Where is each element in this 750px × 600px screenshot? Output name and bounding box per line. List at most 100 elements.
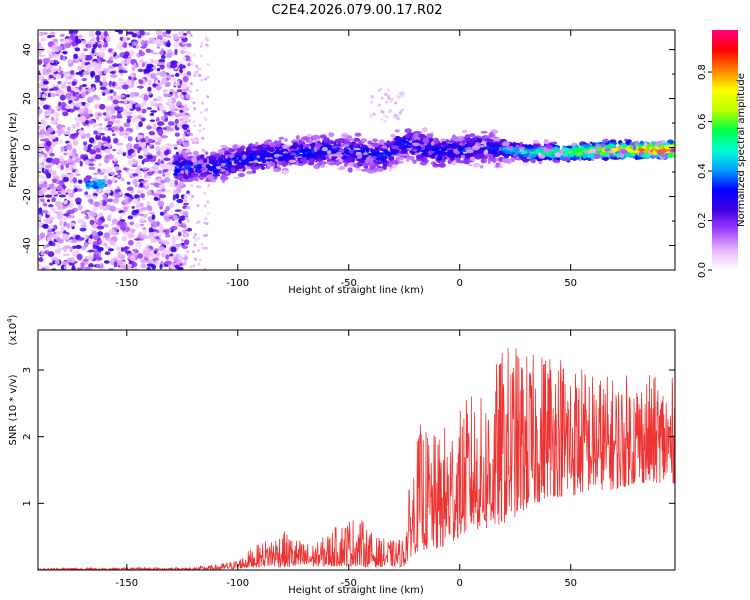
heatmap-cell — [369, 114, 373, 118]
heatmap-cell — [69, 70, 75, 75]
heatmap-cell — [131, 81, 135, 88]
heatmap-cell — [71, 81, 77, 86]
heatmap-cell — [62, 185, 67, 189]
heatmap-cell — [69, 135, 74, 139]
heatmap-cell — [147, 248, 151, 254]
heatmap-cell — [182, 39, 188, 42]
heatmap-cell — [182, 222, 186, 229]
heatmap-cell — [197, 67, 200, 71]
heatmap-cell — [163, 209, 168, 214]
heatmap-cell — [88, 238, 94, 245]
heatmap-cell — [563, 152, 569, 157]
heatmap-cell — [388, 143, 392, 148]
tick-label: 3 — [22, 367, 33, 373]
heatmap-cell — [94, 154, 102, 160]
heatmap-cell — [107, 142, 112, 149]
heatmap-cell — [194, 257, 198, 261]
heatmap-cell — [599, 151, 607, 156]
heatmap-cell — [440, 138, 447, 142]
heatmap-cell — [273, 144, 282, 147]
heatmap-cell — [127, 136, 133, 142]
heatmap-cell — [125, 79, 132, 86]
heatmap-cell — [149, 138, 154, 143]
heatmap-cell — [71, 153, 76, 159]
heatmap-cell — [446, 152, 455, 158]
heatmap-cell — [326, 150, 332, 155]
heatmap-cell — [38, 216, 42, 221]
heatmap-cell — [257, 150, 262, 154]
heatmap-cell — [91, 48, 95, 54]
heatmap-cell — [383, 161, 388, 168]
heatmap-cell — [206, 200, 210, 204]
heatmap-cell — [255, 141, 259, 147]
heatmap-cell — [50, 60, 55, 64]
heatmap-cell — [93, 201, 100, 207]
heatmap-cell — [292, 144, 297, 150]
heatmap-cell — [173, 172, 179, 176]
heatmap-cell — [41, 176, 47, 181]
heatmap-cell — [125, 250, 129, 255]
heatmap-cell — [175, 72, 180, 77]
heatmap-cell — [206, 95, 210, 99]
heatmap-cell — [158, 104, 165, 112]
heatmap-cell — [407, 155, 411, 159]
heatmap-cell — [93, 130, 98, 135]
heatmap-cell — [183, 253, 188, 257]
heatmap-cell — [575, 147, 583, 152]
heatmap-cell — [176, 89, 183, 93]
heatmap-cell — [204, 37, 208, 41]
heatmap-cell — [171, 255, 179, 258]
heatmap-cell — [151, 264, 157, 270]
heatmap-cell — [154, 38, 161, 44]
heatmap-cell — [451, 160, 457, 166]
heatmap-cell — [114, 192, 121, 199]
heatmap-cell — [62, 130, 71, 135]
heatmap-cell — [246, 170, 253, 175]
heatmap-cell — [165, 234, 171, 238]
heatmap-cell — [85, 102, 90, 107]
heatmap-cell — [163, 157, 171, 161]
heatmap-cell — [190, 138, 194, 142]
heatmap-cell — [114, 119, 121, 124]
heatmap-cell — [148, 131, 155, 136]
heatmap-cell — [82, 141, 88, 146]
heatmap-cell — [83, 241, 89, 248]
heatmap-cell — [94, 185, 99, 189]
heatmap-cell — [172, 33, 179, 39]
heatmap-cell — [46, 140, 52, 147]
heatmap-cell — [156, 67, 161, 72]
heatmap-cell — [312, 134, 321, 140]
heatmap-cell — [136, 164, 141, 169]
heatmap-cell — [372, 138, 379, 143]
heatmap-cell — [347, 167, 353, 173]
heatmap-cell — [401, 94, 405, 98]
heatmap-cell — [88, 149, 97, 155]
heatmap-cell — [131, 211, 138, 216]
heatmap-cell — [126, 118, 131, 123]
heatmap-cell — [165, 248, 170, 254]
heatmap-cell — [134, 169, 140, 174]
heatmap-cell — [55, 93, 60, 97]
heatmap-cell — [146, 266, 152, 270]
heatmap-cell — [611, 147, 618, 151]
heatmap-cell — [345, 157, 352, 163]
heatmap-cell — [69, 222, 76, 227]
heatmap-cell — [347, 162, 354, 166]
heatmap-cell — [193, 71, 197, 75]
heatmap-cell — [136, 213, 142, 216]
tick-label: 0.0 — [697, 262, 708, 278]
heatmap-cell — [178, 162, 185, 167]
heatmap-cell — [331, 156, 336, 161]
heatmap-cell — [197, 262, 201, 266]
heatmap-cell — [183, 152, 188, 158]
heatmap-cell — [51, 178, 58, 182]
heatmap-cell — [75, 197, 82, 204]
heatmap-cell — [101, 81, 108, 87]
heatmap-cell — [56, 185, 63, 191]
heatmap-cell — [328, 132, 335, 138]
heatmap-cell — [172, 214, 178, 220]
heatmap-cell — [441, 147, 447, 152]
heatmap-cell — [125, 60, 130, 65]
heatmap-cell — [269, 142, 275, 148]
heatmap-cell — [182, 210, 189, 217]
